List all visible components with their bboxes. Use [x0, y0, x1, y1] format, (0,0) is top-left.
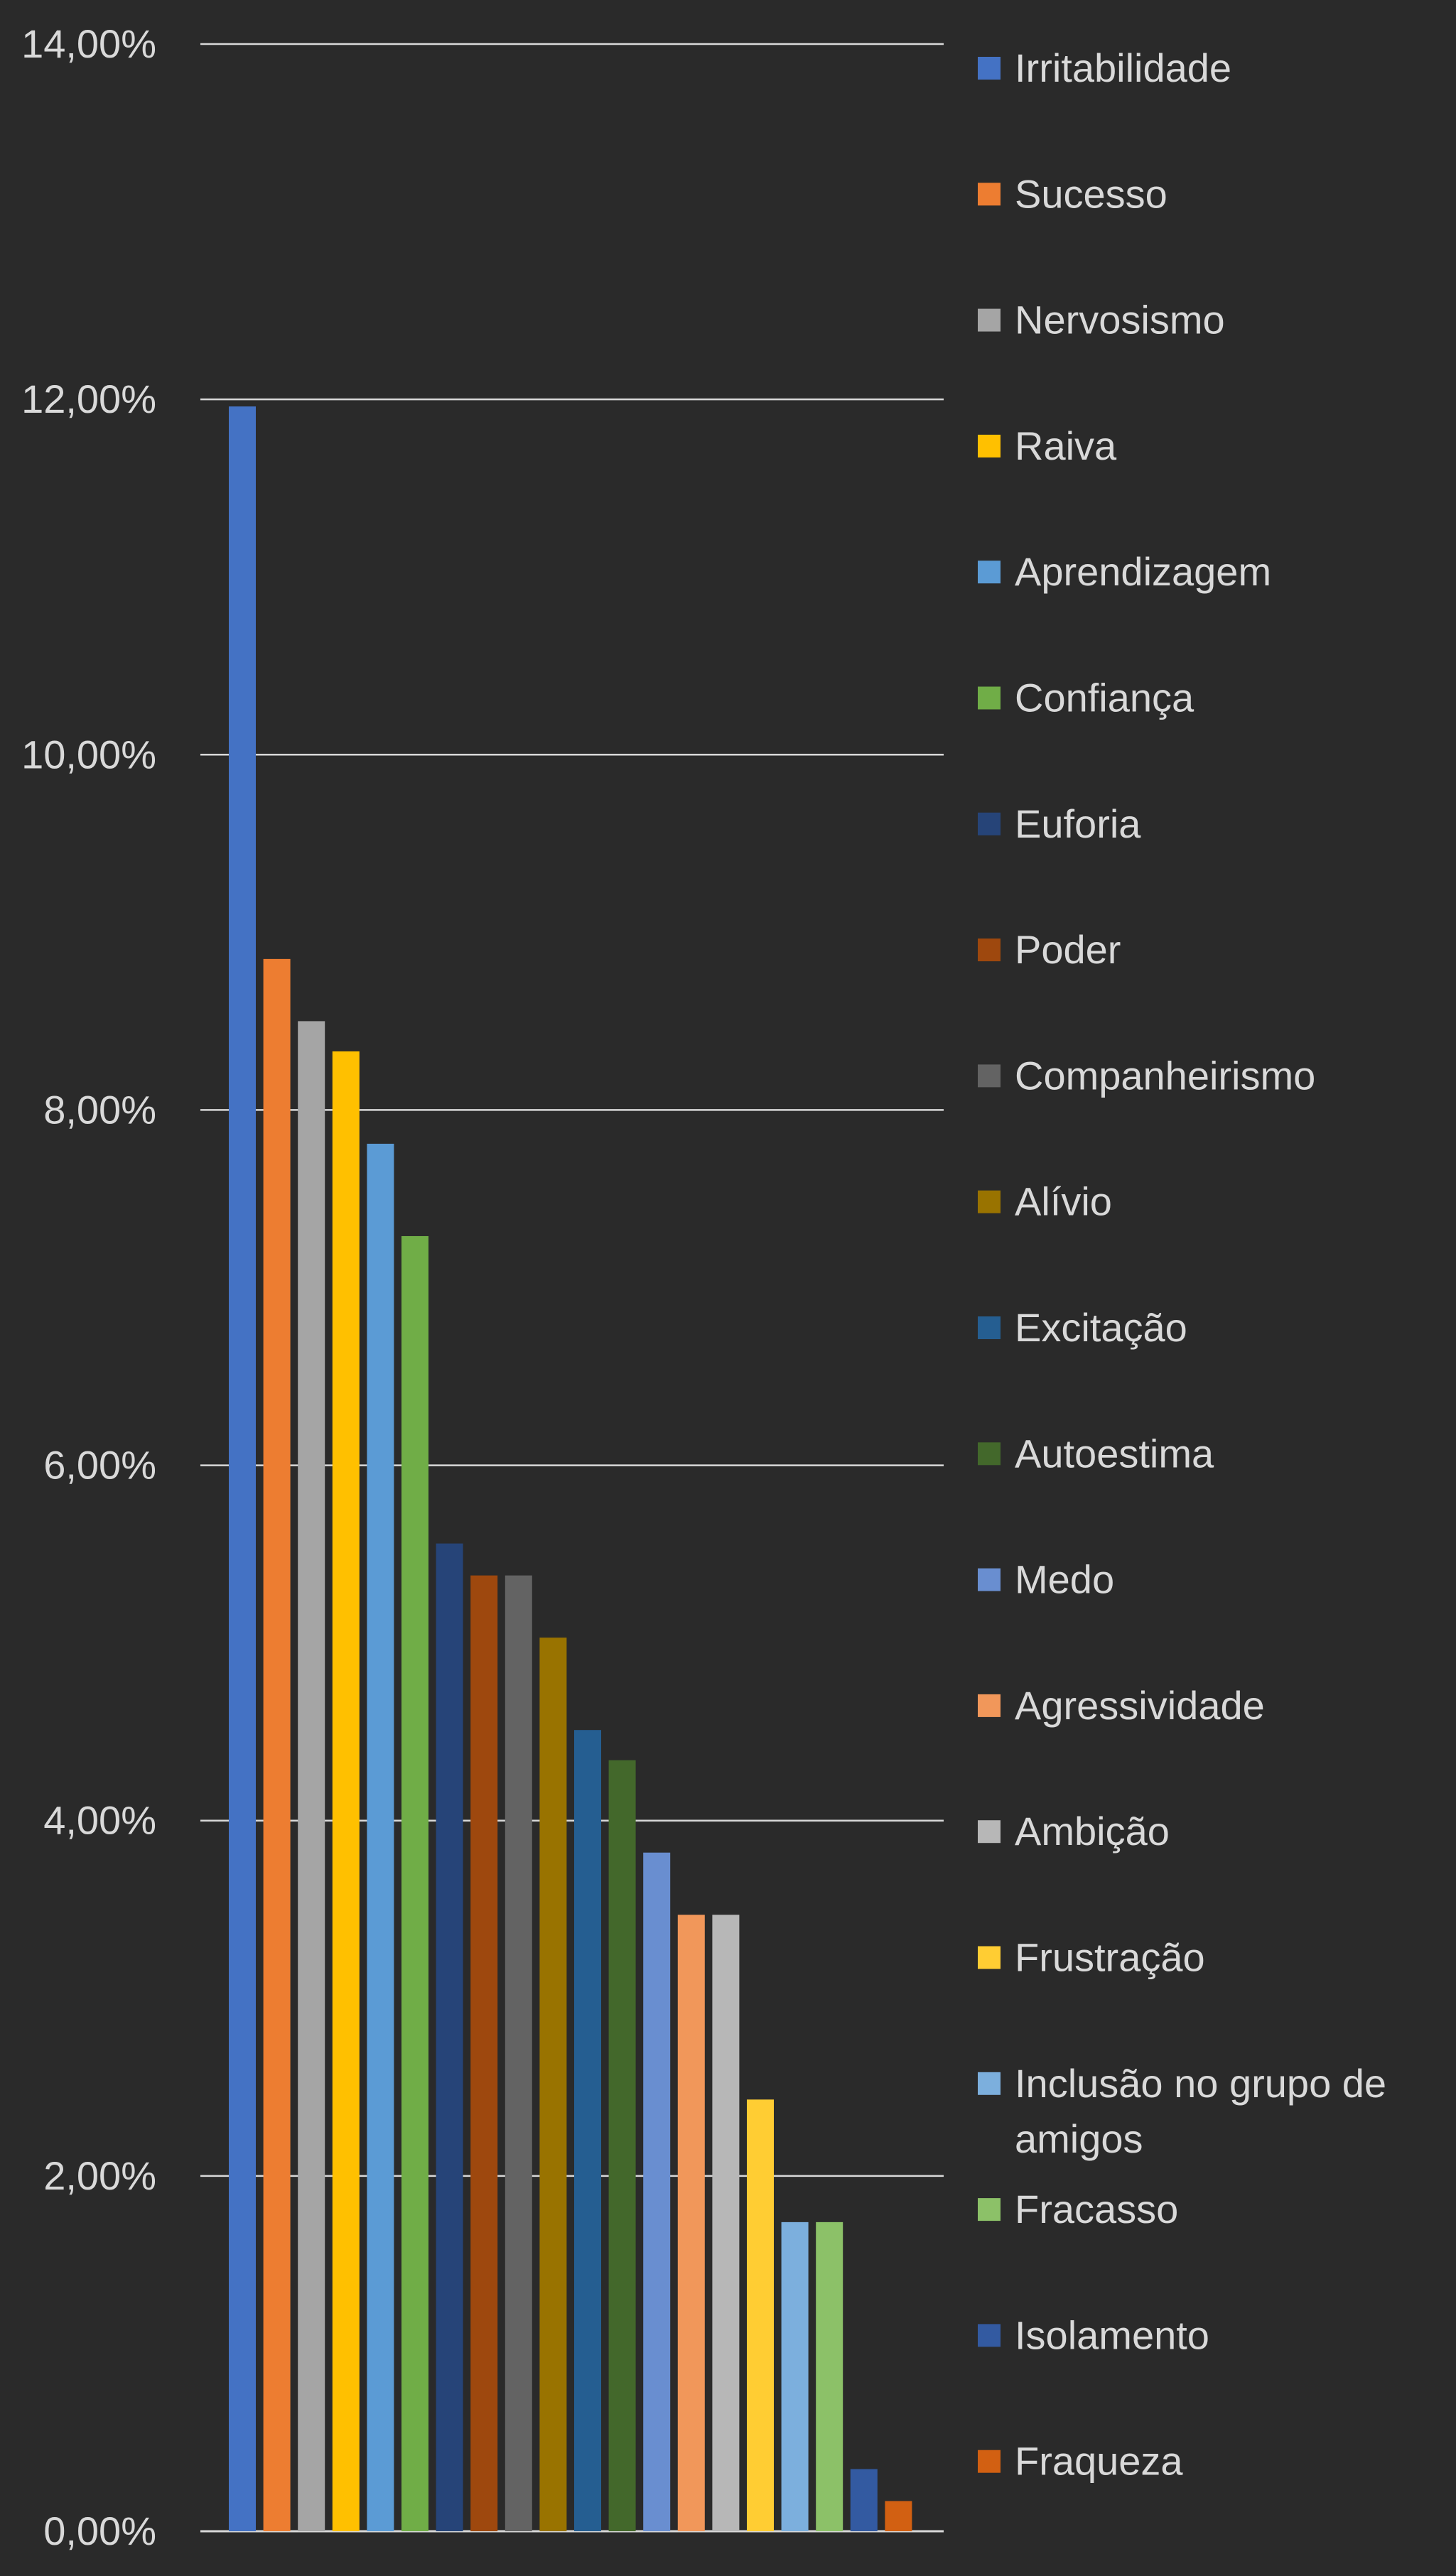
bar — [677, 1915, 705, 2531]
legend-swatch — [978, 1442, 1001, 1466]
legend-item: Autoestima — [978, 1431, 1214, 1476]
bar — [263, 958, 291, 2532]
bar — [574, 1730, 601, 2531]
legend-item: Raiva — [978, 423, 1117, 468]
legend-label: Companheirismo — [1015, 1053, 1315, 1098]
bar — [470, 1575, 498, 2531]
bar — [643, 1852, 671, 2531]
bar — [712, 1915, 740, 2531]
legend-item: Alívio — [978, 1179, 1112, 1224]
legend-label: Agressividade — [1015, 1683, 1265, 1728]
legend-swatch — [978, 183, 1001, 206]
legend-label: Ambição — [1015, 1809, 1170, 1853]
y-tick-label: 8,00% — [43, 1087, 156, 1132]
y-tick-label: 12,00% — [21, 377, 156, 421]
legend-swatch — [978, 1694, 1001, 1717]
legend-item: Aprendizagem — [978, 549, 1271, 594]
legend-swatch — [978, 1568, 1001, 1591]
legend-item: Fracasso — [978, 2187, 1178, 2231]
y-tick-label: 4,00% — [43, 1798, 156, 1843]
bar — [747, 2099, 774, 2531]
y-axis-tick-labels: 0,00% 2,00% 4,00% 6,00% 8,00% 10,00% 12,00% 14,… — [21, 21, 156, 2553]
legend-swatch — [978, 2450, 1001, 2473]
legend-label: Euforia — [1015, 801, 1141, 846]
legend-item: Frustração — [978, 1935, 1205, 1980]
bar — [539, 1638, 567, 2531]
bar — [505, 1575, 532, 2531]
legend-label: Excitação — [1015, 1305, 1187, 1350]
y-tick-label: 0,00% — [43, 2509, 156, 2553]
legend-item: Medo — [978, 1557, 1114, 1602]
legend-label: Alívio — [1015, 1179, 1112, 1224]
legend-swatch — [978, 434, 1001, 458]
y-tick-label: 14,00% — [21, 21, 156, 66]
bar — [367, 1143, 394, 2531]
bar — [885, 2501, 912, 2531]
legend-swatch — [978, 1820, 1001, 1844]
legend-swatch — [978, 1946, 1001, 1969]
y-tick-label: 6,00% — [43, 1443, 156, 1488]
legend-item: Agressividade — [978, 1683, 1265, 1728]
legend-item: Sucesso — [978, 171, 1168, 216]
legend-swatch — [978, 2198, 1001, 2221]
legend-swatch — [978, 308, 1001, 332]
legend-item: Fraqueza — [978, 2439, 1183, 2484]
legend-swatch — [978, 1064, 1001, 1088]
bar — [608, 1760, 636, 2531]
legend-item: Irritabilidade — [978, 45, 1231, 90]
y-tick-label: 2,00% — [43, 2153, 156, 2198]
legend-label: Fracasso — [1015, 2187, 1178, 2231]
legend-item: Nervosismo — [978, 298, 1225, 342]
bar — [401, 1235, 428, 2531]
legend-item: Excitação — [978, 1305, 1187, 1350]
bar — [229, 406, 256, 2531]
legend-label: Irritabilidade — [1015, 45, 1231, 90]
legend-swatch — [978, 561, 1001, 584]
legend-label: Autoestima — [1015, 1431, 1214, 1476]
legend-swatch — [978, 2324, 1001, 2347]
legend-swatch — [978, 2072, 1001, 2095]
legend-label: Frustração — [1015, 1935, 1205, 1980]
legend-swatch — [978, 812, 1001, 835]
legend-label: Nervosismo — [1015, 298, 1225, 342]
legend-label: Medo — [1015, 1557, 1114, 1602]
bar — [850, 2469, 878, 2531]
legend-swatch — [978, 686, 1001, 710]
legend-item: Companheirismo — [978, 1053, 1315, 1098]
legend: Irritabilidade Sucesso Nervosismo Raiva Apre… — [978, 45, 1386, 2484]
bar — [781, 2221, 809, 2531]
legend-item: Euforia — [978, 801, 1141, 846]
legend-label: Sucesso — [1015, 171, 1168, 216]
legend-label: Poder — [1015, 927, 1121, 972]
legend-label: Isolamento — [1015, 2312, 1209, 2357]
legend-label: Inclusão no grupo de amigos — [1015, 2061, 1386, 2161]
legend-label: Aprendizagem — [1015, 549, 1271, 594]
legend-swatch — [978, 938, 1001, 962]
bars — [229, 406, 912, 2532]
y-tick-label: 10,00% — [21, 732, 156, 776]
bar — [298, 1021, 325, 2531]
legend-label: Fraqueza — [1015, 2439, 1183, 2484]
legend-label: Raiva — [1015, 423, 1117, 468]
legend-swatch — [978, 1316, 1001, 1339]
legend-swatch — [978, 57, 1001, 80]
bar — [332, 1051, 360, 2531]
legend-label: Confiança — [1015, 676, 1195, 720]
legend-swatch — [978, 1190, 1001, 1213]
legend-item: Poder — [978, 927, 1121, 972]
bar — [816, 2221, 843, 2531]
legend-item: Ambição — [978, 1809, 1170, 1853]
bar — [436, 1543, 463, 2531]
legend-item: Confiança — [978, 676, 1195, 720]
legend-item: Isolamento — [978, 2312, 1209, 2357]
legend-item: Inclusão no grupo de amigos — [978, 2061, 1386, 2161]
